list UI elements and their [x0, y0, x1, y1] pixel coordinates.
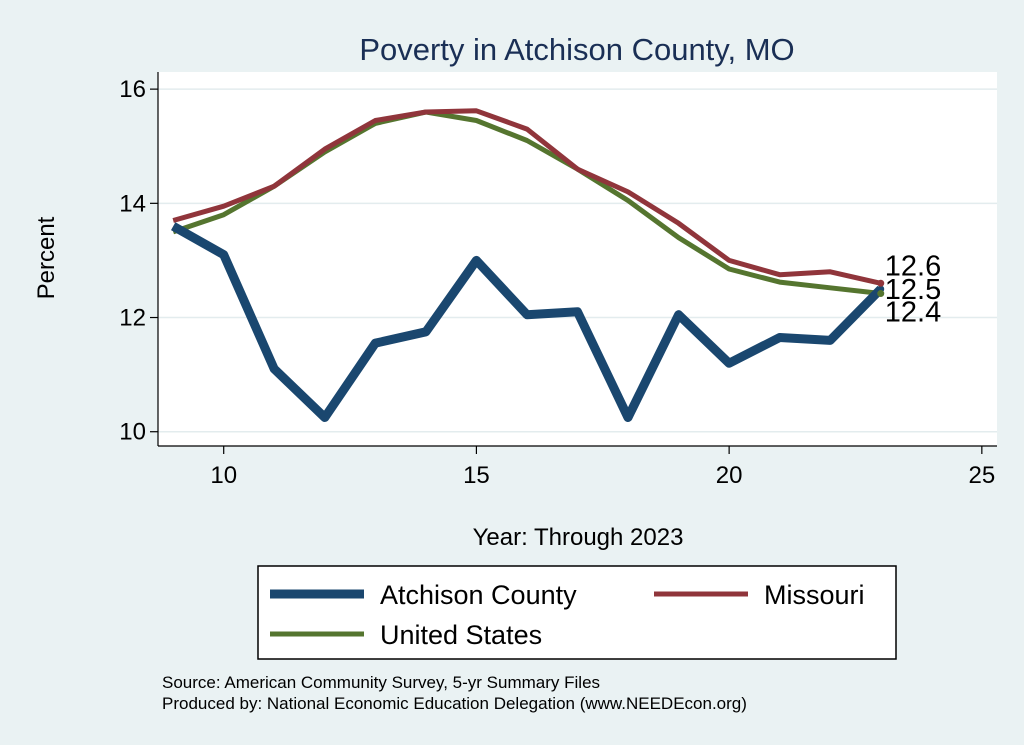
- plot-background: [158, 72, 997, 446]
- x-axis-title: Year: Through 2023: [473, 524, 684, 551]
- end-point-marker: [877, 290, 885, 298]
- legend: Atchison County Missouri United States: [257, 565, 897, 660]
- end-point-marker: [877, 279, 885, 287]
- y-tick-label: 14: [119, 190, 146, 217]
- legend-label: Atchison County: [380, 580, 577, 610]
- series-line-missouri: [172, 108, 882, 286]
- y-axis-title: Percent: [33, 216, 60, 299]
- series-line-atchison-county: [170, 222, 885, 422]
- source-notes: Source: American Community Survey, 5-yr …: [162, 673, 747, 713]
- end-value-label: 12.6: [885, 250, 941, 282]
- x-tick-label: 25: [968, 462, 995, 489]
- chart-title: Poverty in Atchison County, MO: [359, 32, 794, 67]
- producer-note: Produced by: National Economic Education…: [162, 694, 747, 713]
- legend-label: United States: [380, 620, 542, 650]
- x-tick-label: 10: [210, 462, 237, 489]
- x-tick-label: 20: [716, 462, 743, 489]
- y-tick-label: 10: [119, 419, 146, 446]
- y-tick-label: 12: [119, 305, 146, 332]
- legend-box: [257, 565, 897, 660]
- plot-area: 10 12 14 16 10 15 20 25 12.512.6 12.4: [119, 72, 997, 489]
- y-tick-label: 16: [119, 76, 146, 103]
- end-value-label: 12.5: [885, 274, 941, 306]
- source-note: Source: American Community Survey, 5-yr …: [162, 673, 600, 692]
- legend-label: Missouri: [764, 580, 865, 610]
- end-value-label: 12.4: [885, 297, 941, 329]
- x-tick-label: 15: [463, 462, 490, 489]
